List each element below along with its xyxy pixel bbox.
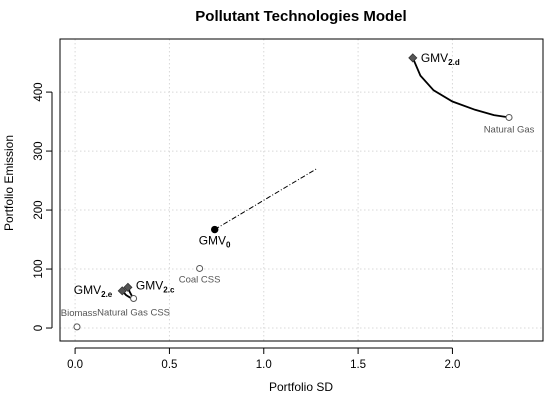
gmv-point xyxy=(211,225,219,234)
gmv-label-base: GMV xyxy=(136,278,163,292)
technology-label: Coal CSS xyxy=(179,274,221,285)
technology-label: Natural Gas CSS xyxy=(97,308,170,319)
frontier-line xyxy=(411,57,510,119)
gmv-label-subscript: 2.c xyxy=(163,285,175,294)
gmv-label-base: GMV xyxy=(421,51,448,65)
x-tick-label: 1.0 xyxy=(256,359,272,371)
technology-point xyxy=(130,295,138,303)
x-tick-label: 1.5 xyxy=(350,359,366,371)
y-tick-label: 300 xyxy=(33,141,45,160)
y-tick-label: 100 xyxy=(33,259,45,278)
gmv-point xyxy=(117,286,127,296)
gmv-label: GMV2.c xyxy=(136,278,175,294)
x-tick-label: 2.0 xyxy=(444,359,460,371)
gmv-label-subscript: 0 xyxy=(226,241,231,250)
axes: 0.0 0.5 1.0 1.5 2.0 0 100 200 300 400 xyxy=(33,38,544,371)
y-axis-label: Portfolio Emission xyxy=(2,135,16,231)
grid xyxy=(60,39,543,341)
gmv-label-subscript: 2.e xyxy=(101,290,113,299)
gmv-label: GMV2.d xyxy=(421,51,460,67)
x-tick-label: 0.5 xyxy=(161,359,177,371)
gmv-label-base: GMV xyxy=(74,283,101,297)
plot-frame xyxy=(59,38,544,342)
chart-title: Pollutant Technologies Model xyxy=(195,8,406,25)
technology-point xyxy=(73,323,81,331)
frontier-line xyxy=(214,168,317,230)
gmv-label: GMV0 xyxy=(199,234,231,250)
gmv-label-base: GMV xyxy=(199,234,226,248)
frontier-lines xyxy=(121,57,510,300)
technology-label: Biomass xyxy=(61,308,98,319)
data-points xyxy=(73,53,513,331)
y-tick-label: 0 xyxy=(33,325,45,331)
technology-point xyxy=(196,264,204,272)
gmv-label: GMV2.e xyxy=(74,283,113,299)
y-tick-label: 400 xyxy=(33,82,45,101)
y-tick-label: 200 xyxy=(33,200,45,219)
gmv-label-subscript: 2.d xyxy=(448,58,460,67)
x-axis-label: Portfolio SD xyxy=(269,380,333,394)
technology-point xyxy=(505,113,513,121)
gmv-point xyxy=(408,53,418,63)
x-tick-label: 0.0 xyxy=(67,359,83,371)
gmv-point xyxy=(123,282,133,292)
technology-label: Natural Gas xyxy=(484,124,535,135)
point-labels: Biomass Natural Gas CSS Coal CSS Natural Ga… xyxy=(61,51,535,319)
